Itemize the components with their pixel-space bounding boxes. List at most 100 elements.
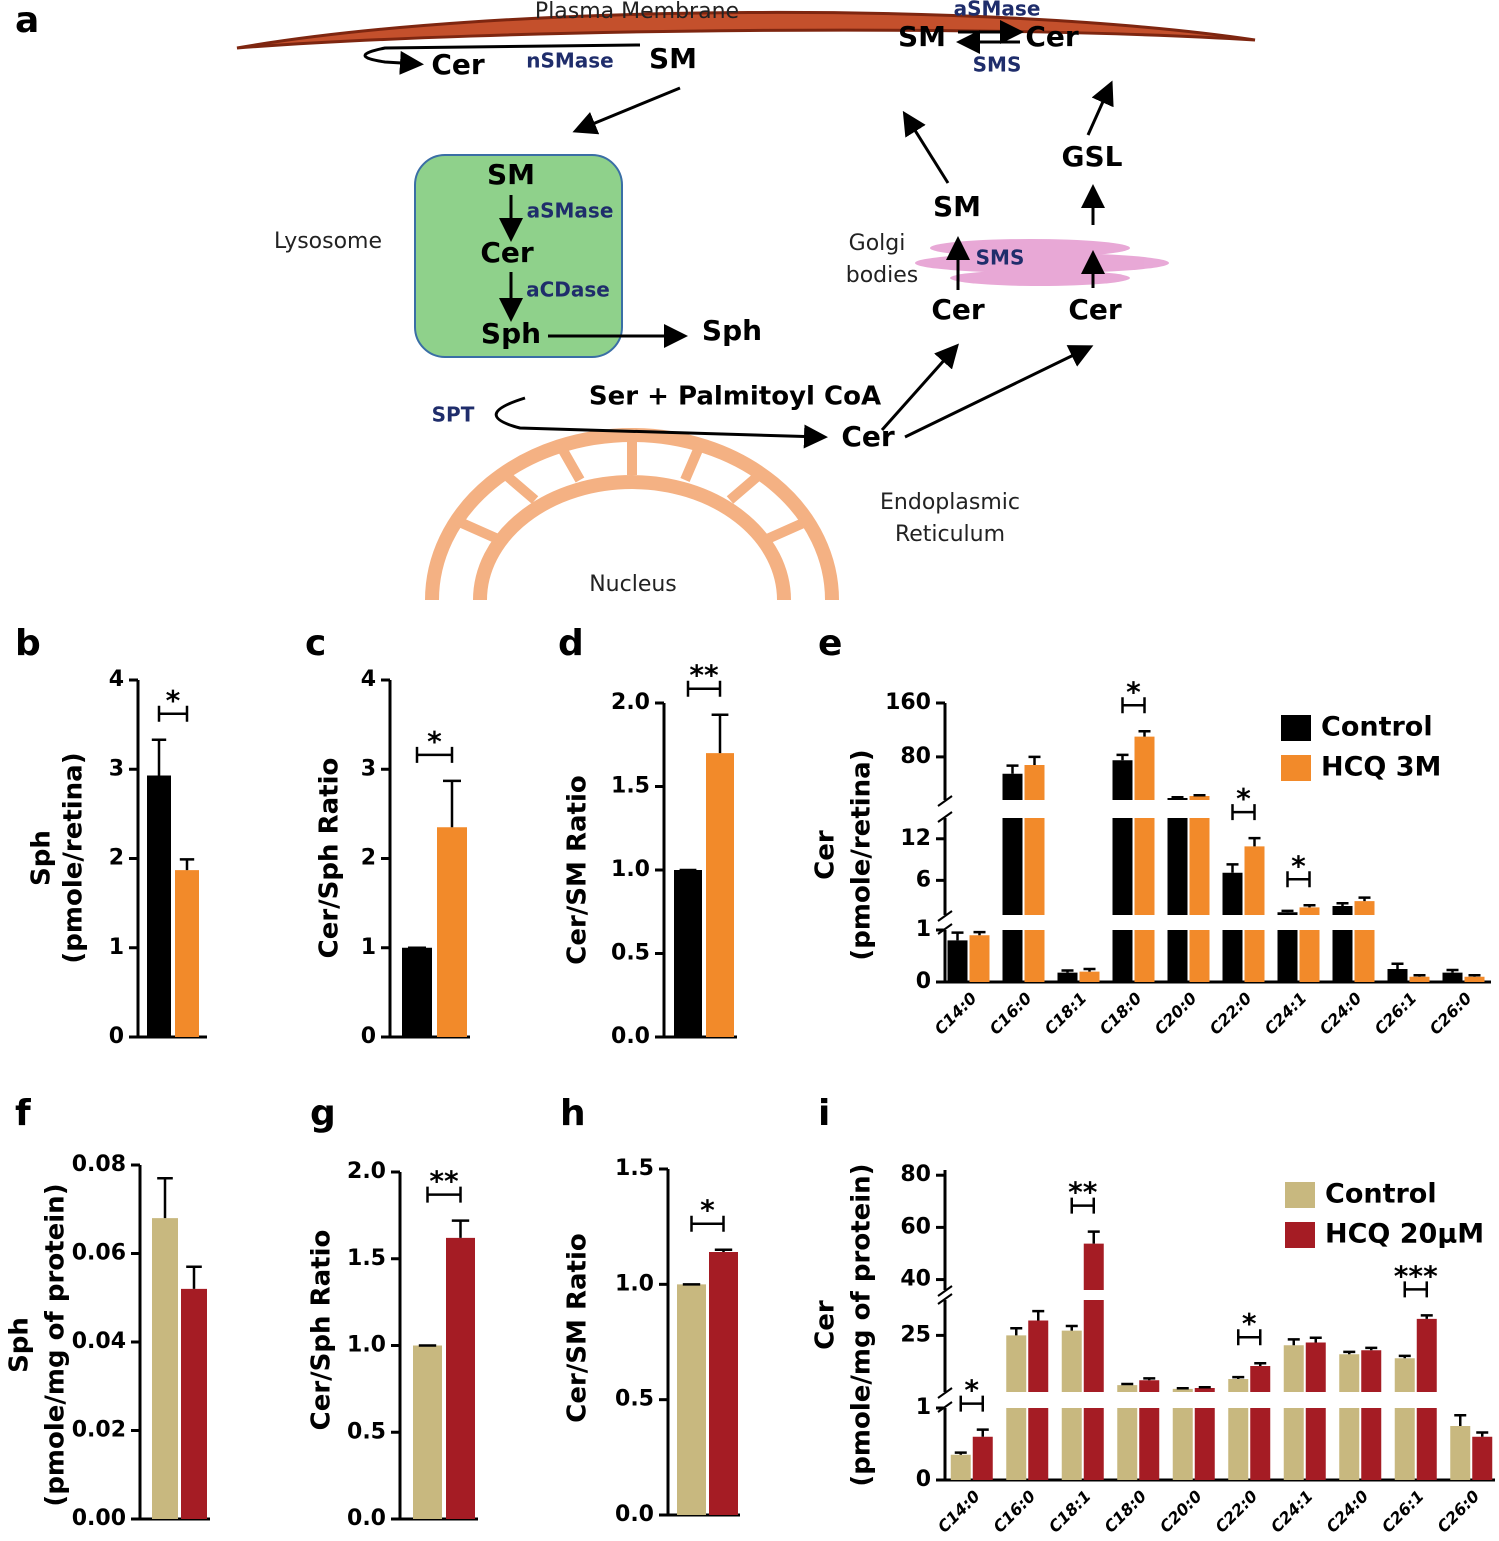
bar bbox=[1222, 872, 1243, 982]
error-bar bbox=[151, 738, 167, 776]
y-axis-label: Cer/SM Ratio bbox=[563, 775, 593, 964]
label: Cer bbox=[1068, 293, 1122, 326]
error-bar bbox=[1254, 1361, 1267, 1367]
error-bar bbox=[1143, 1377, 1156, 1381]
y-tick-label: 60 bbox=[900, 1214, 931, 1239]
enzyme: aCDase bbox=[526, 278, 610, 302]
y-tick-label: 25 bbox=[900, 1322, 931, 1347]
y-tick-label: 0 bbox=[361, 1024, 376, 1049]
axis-break bbox=[937, 811, 953, 823]
y-tick-label: 160 bbox=[885, 690, 931, 715]
bar bbox=[1134, 736, 1155, 982]
bar bbox=[1409, 976, 1430, 982]
panel-label: d bbox=[558, 623, 584, 664]
y-tick-label: 6 bbox=[916, 867, 931, 892]
error-bar bbox=[1413, 973, 1426, 977]
y-axis-label: Cer bbox=[811, 830, 841, 880]
arrow bbox=[1086, 80, 1114, 136]
y-tick-label: 2.0 bbox=[611, 690, 650, 715]
error-bar bbox=[1287, 1338, 1300, 1346]
enzyme: aSMase bbox=[527, 199, 614, 223]
error-bar bbox=[1303, 904, 1316, 908]
bar bbox=[1117, 1385, 1138, 1480]
error-bar bbox=[1087, 1230, 1100, 1244]
y-axis-label: Cer/Sph Ratio bbox=[315, 758, 345, 959]
error-bar bbox=[1006, 764, 1019, 774]
endoplasmic-reticulum bbox=[425, 428, 839, 601]
bar bbox=[1354, 901, 1375, 982]
x-tick-label: C26:0 bbox=[1426, 989, 1476, 1039]
y-tick-label: 1.0 bbox=[611, 857, 650, 882]
error-bar bbox=[951, 931, 964, 941]
error-bar bbox=[1028, 755, 1041, 765]
y-tick-label: 1 bbox=[109, 935, 124, 960]
y-tick-label: 0.0 bbox=[615, 1502, 654, 1527]
bar bbox=[1250, 1366, 1271, 1480]
significance-label: ** bbox=[689, 659, 719, 692]
error-bar bbox=[1193, 794, 1206, 797]
error-bar bbox=[1476, 1431, 1489, 1437]
error-bar bbox=[1032, 1309, 1045, 1321]
label: Plasma Membrane bbox=[535, 0, 739, 24]
y-axis-label: Cer bbox=[811, 1300, 841, 1350]
y-tick-label: 80 bbox=[900, 744, 931, 769]
label: Sph bbox=[481, 317, 541, 350]
significance-bracket bbox=[1237, 1329, 1262, 1346]
significance-bracket bbox=[415, 746, 454, 763]
error-bar bbox=[443, 779, 461, 828]
bar bbox=[1387, 969, 1408, 982]
panel-label: f bbox=[15, 1093, 31, 1134]
y-axis-label: Sph bbox=[27, 830, 57, 886]
significance-bracket bbox=[1231, 804, 1256, 821]
bar bbox=[446, 1237, 475, 1519]
bar bbox=[1002, 773, 1023, 982]
error-bar bbox=[179, 858, 195, 871]
x-tick-label: C16:0 bbox=[986, 989, 1036, 1039]
bar bbox=[1006, 1335, 1027, 1480]
bar bbox=[175, 870, 199, 1037]
y-tick-label: 0 bbox=[109, 1024, 124, 1049]
label: Nucleus bbox=[589, 572, 677, 597]
bar bbox=[1139, 1380, 1160, 1480]
x-tick-label: C26:1 bbox=[1378, 1487, 1428, 1537]
bar bbox=[1283, 1345, 1304, 1480]
bar bbox=[1228, 1379, 1249, 1480]
label: SM bbox=[649, 42, 697, 75]
label: Cer bbox=[1025, 20, 1079, 53]
y-tick-label: 0.04 bbox=[72, 1329, 126, 1354]
significance-label: * bbox=[427, 725, 442, 758]
bar bbox=[1277, 912, 1298, 982]
significance-bracket bbox=[959, 1395, 984, 1412]
plasma-membrane bbox=[236, 10, 1256, 50]
label: Cer bbox=[480, 236, 534, 269]
error-bar bbox=[1454, 1413, 1467, 1426]
error-bar bbox=[1446, 968, 1459, 973]
arrow bbox=[902, 110, 950, 184]
error-bar bbox=[1309, 1336, 1322, 1343]
bar bbox=[947, 940, 968, 982]
significance-bracket bbox=[1286, 871, 1311, 888]
panel-label: h bbox=[560, 1093, 586, 1134]
y-tick-label: 40 bbox=[900, 1267, 931, 1292]
y-tick-label: 0 bbox=[916, 1467, 931, 1492]
enzyme: SMS bbox=[973, 53, 1022, 77]
label: Reticulum bbox=[895, 522, 1005, 547]
label: Lysosome bbox=[274, 229, 382, 254]
y-tick-label: 2 bbox=[361, 846, 376, 871]
error-bar bbox=[1116, 753, 1129, 761]
y-tick-label: 2.0 bbox=[347, 1159, 386, 1184]
x-tick-label: C24:1 bbox=[1267, 1487, 1317, 1537]
significance-label: * bbox=[700, 1194, 715, 1227]
arrow bbox=[363, 43, 641, 75]
bar bbox=[969, 935, 990, 982]
error-bar bbox=[1281, 909, 1294, 913]
y-axis-label: Cer/SM Ratio bbox=[563, 1233, 593, 1422]
bar bbox=[413, 1345, 442, 1519]
error-bar bbox=[186, 1265, 202, 1289]
x-tick-label: C14:0 bbox=[931, 989, 981, 1039]
label: Sph bbox=[702, 314, 762, 347]
y-tick-label: 0.06 bbox=[72, 1241, 126, 1266]
bar bbox=[402, 947, 432, 1037]
legend-swatch bbox=[1281, 715, 1311, 741]
x-tick-label: C26:1 bbox=[1371, 989, 1421, 1039]
